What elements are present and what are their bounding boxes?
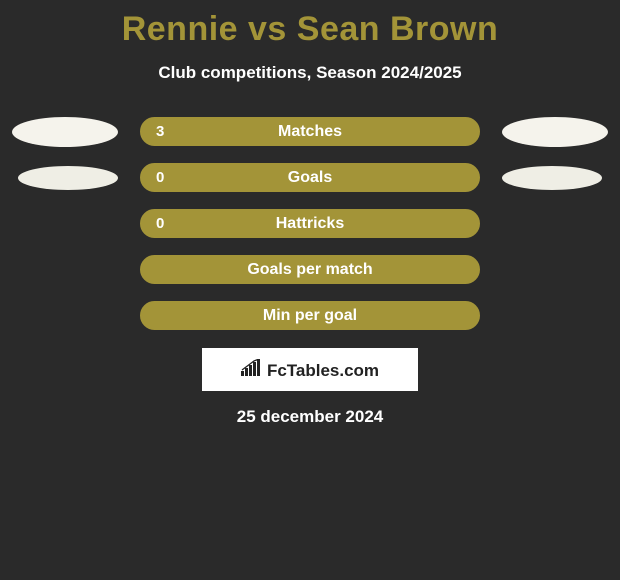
stat-bar: 0 Hattricks bbox=[140, 209, 480, 238]
logo-text: FcTables.com bbox=[267, 361, 379, 381]
logo: FcTables.com bbox=[241, 359, 379, 381]
stat-row-goals: 0 Goals bbox=[0, 163, 620, 192]
stat-label: Hattricks bbox=[142, 215, 478, 233]
left-player-marker bbox=[12, 117, 118, 147]
stat-bar: 0 Goals bbox=[140, 163, 480, 192]
stat-row-matches: 3 Matches bbox=[0, 117, 620, 146]
stat-row-hattricks: 0 Hattricks bbox=[0, 209, 620, 238]
stat-bar: Goals per match bbox=[140, 255, 480, 284]
right-player-marker bbox=[502, 117, 608, 147]
stat-value: 3 bbox=[156, 123, 164, 140]
right-player-marker bbox=[502, 166, 602, 190]
stat-label: Min per goal bbox=[142, 307, 478, 325]
stat-bar: Min per goal bbox=[140, 301, 480, 330]
stat-rows: 3 Matches 0 Goals 0 Hattricks Goals per … bbox=[0, 117, 620, 330]
stat-value: 0 bbox=[156, 215, 164, 232]
stat-value: 0 bbox=[156, 169, 164, 186]
logo-box: FcTables.com bbox=[202, 348, 418, 391]
stat-label: Matches bbox=[142, 123, 478, 141]
left-player-marker bbox=[18, 166, 118, 190]
stat-label: Goals per match bbox=[142, 261, 478, 279]
stat-row-goals-per-match: Goals per match bbox=[0, 255, 620, 284]
stat-label: Goals bbox=[142, 169, 478, 187]
stat-row-min-per-goal: Min per goal bbox=[0, 301, 620, 330]
page-subtitle: Club competitions, Season 2024/2025 bbox=[0, 63, 620, 83]
stat-bar: 3 Matches bbox=[140, 117, 480, 146]
page-title: Rennie vs Sean Brown bbox=[0, 0, 620, 49]
date-text: 25 december 2024 bbox=[0, 407, 620, 427]
bars-icon bbox=[241, 359, 263, 381]
